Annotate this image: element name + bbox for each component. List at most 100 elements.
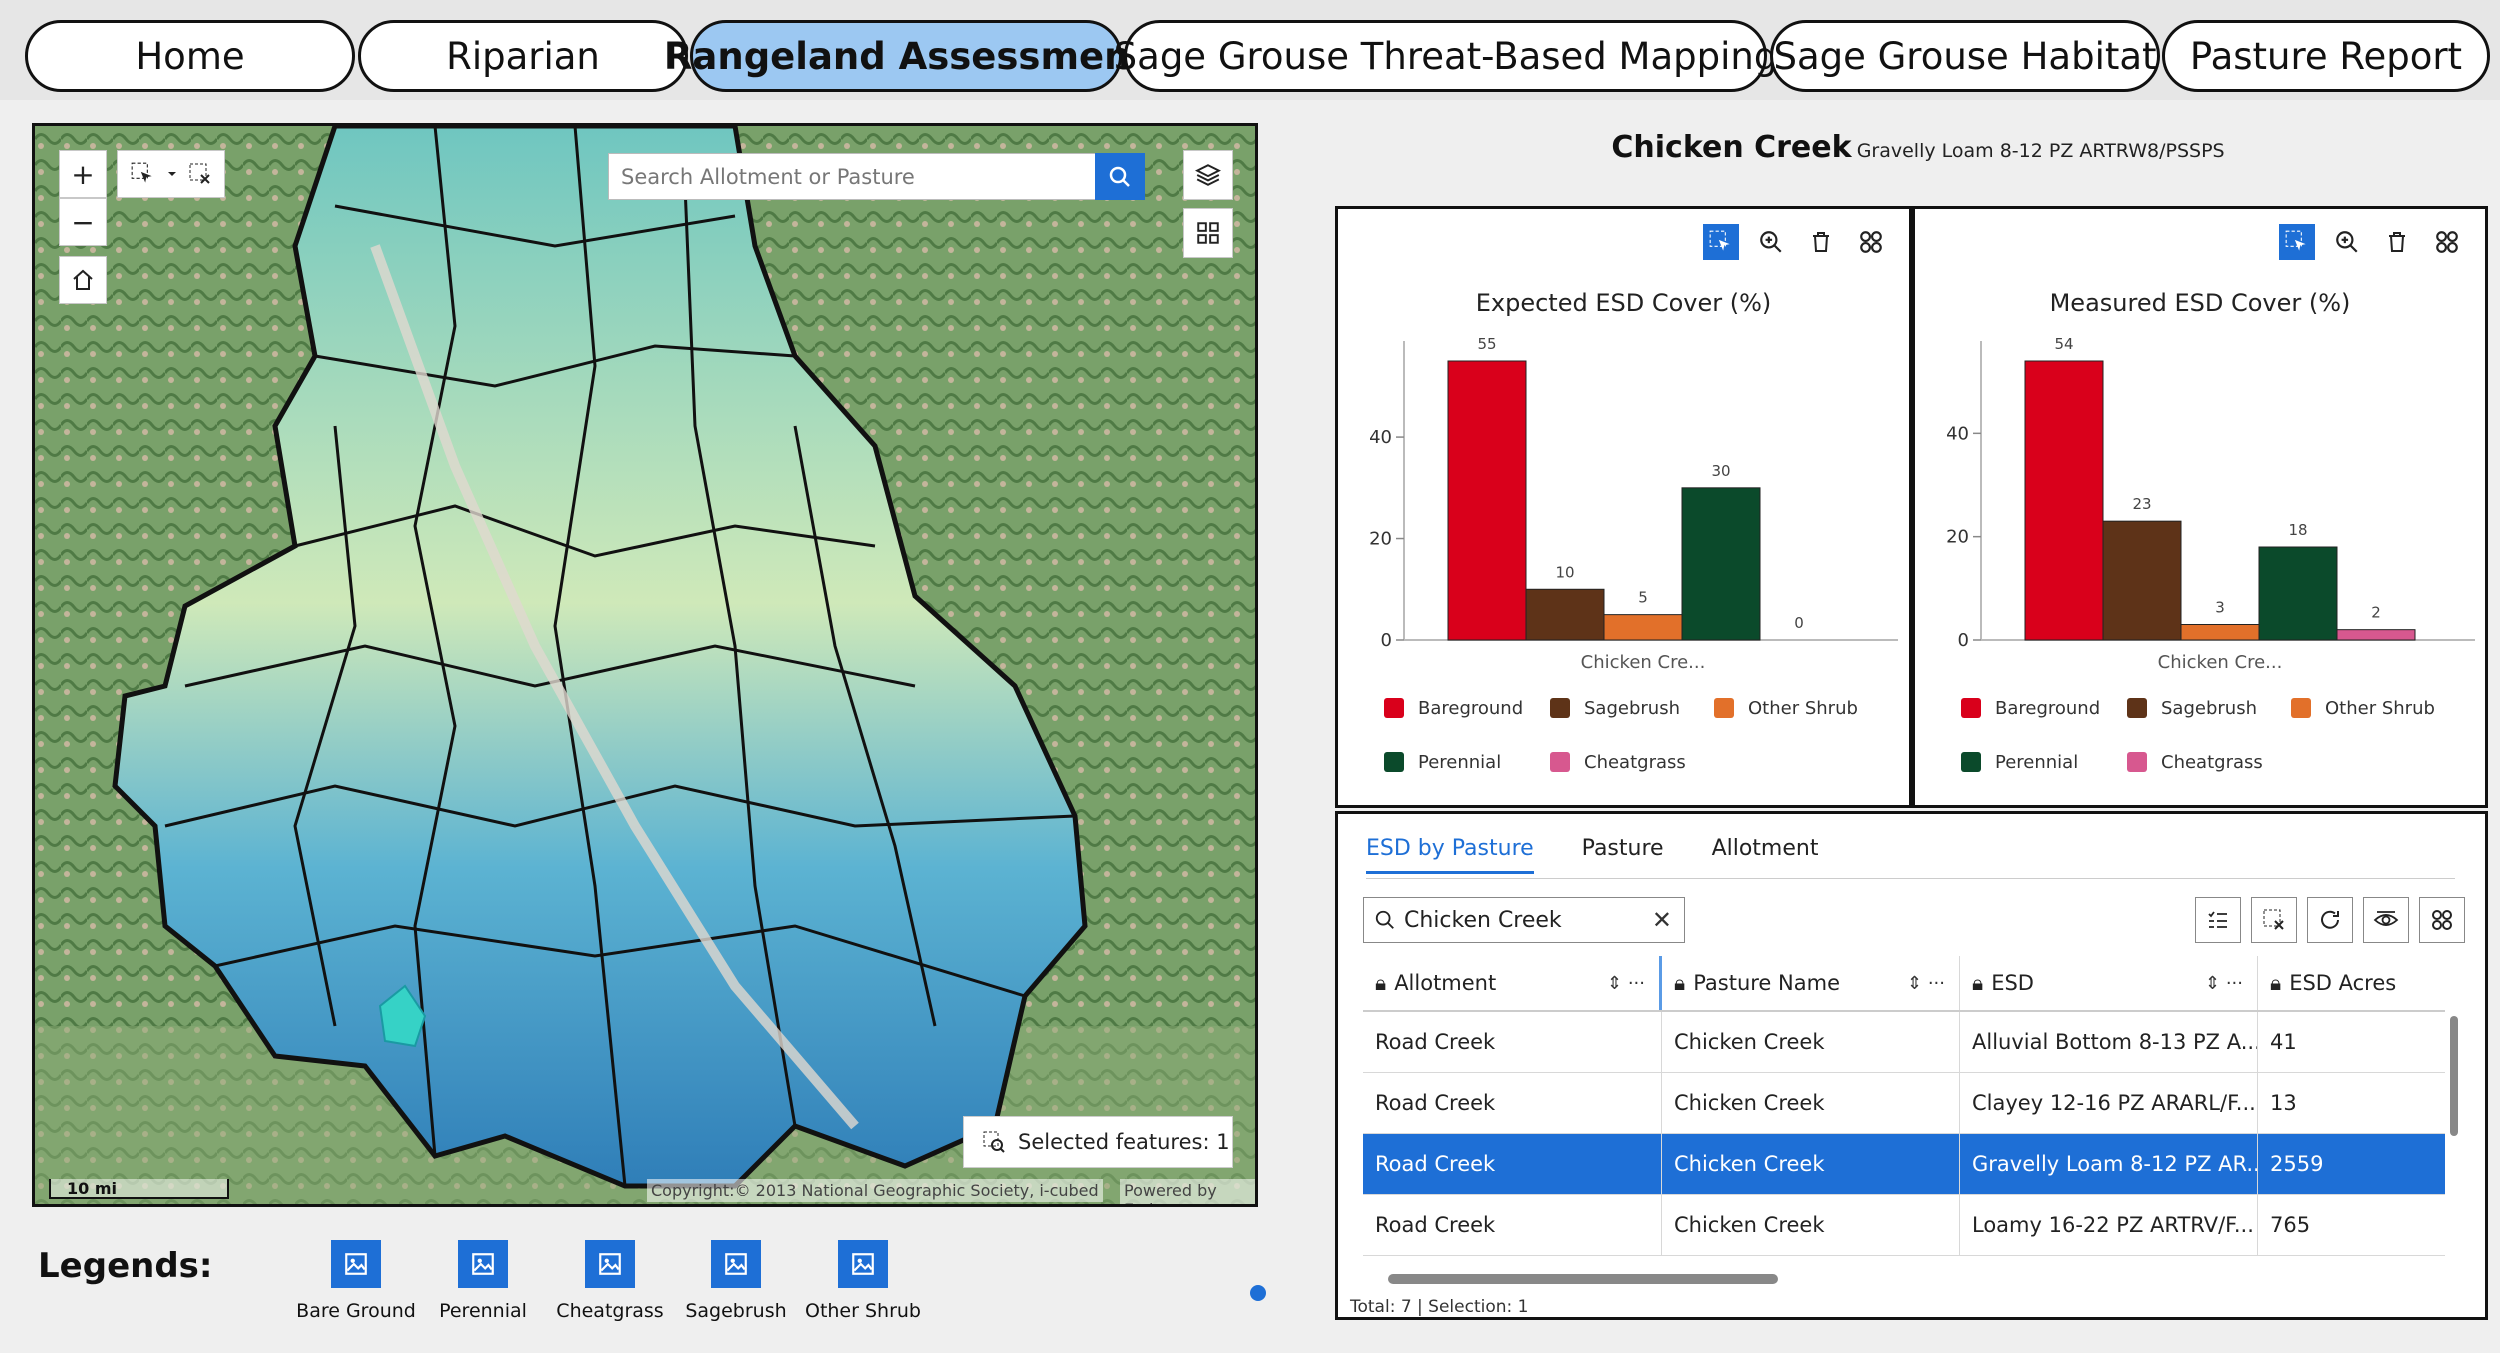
- expected-esd-cover-panel: Expected ESD Cover (%) 0 20 40 55 10 5 30 0 Chic…: [1335, 206, 1912, 808]
- column-sort-menu[interactable]: ⇕ ···: [1907, 972, 1945, 994]
- chart-zoom-button[interactable]: [2329, 224, 2365, 260]
- chart-clear-button[interactable]: [2379, 224, 2415, 260]
- chart-select-button[interactable]: [2279, 224, 2315, 260]
- search-icon: [1375, 910, 1394, 929]
- table-cell: Road Creek: [1363, 1195, 1662, 1255]
- table-search-input[interactable]: Chicken Creek ✕: [1363, 897, 1685, 943]
- legend-swatch: [2127, 698, 2147, 718]
- lock-icon: 🔒︎: [2270, 970, 2282, 995]
- column-sort-menu[interactable]: ⇕ ···: [1607, 972, 1645, 994]
- legend-swatch: [1384, 698, 1404, 718]
- lock-icon: 🔒︎: [1674, 970, 1686, 995]
- tab-rangeland-assessment[interactable]: Rangeland Assessment: [664, 20, 1148, 92]
- tab-pasture[interactable]: Pasture: [1581, 836, 1664, 861]
- table-row[interactable]: Road Creek Chicken Creek Loamy 16-22 PZ …: [1363, 1195, 2445, 1256]
- measured-esd-cover-panel: Measured ESD Cover (%) 0 20 40 54 23 3 18 2 Chic…: [1912, 206, 2488, 808]
- tab-esd-by-pasture[interactable]: ESD by Pasture: [1366, 836, 1534, 874]
- tab-sage-grouse-threat-mapping[interactable]: Sage Grouse Threat-Based Mapping: [1114, 20, 1777, 92]
- search-button[interactable]: [1095, 153, 1145, 200]
- top-navigation: Home Riparian Rangeland Assessment Sage …: [0, 0, 2500, 100]
- legend-label: Sagebrush: [1584, 698, 1680, 719]
- chart-zoom-button[interactable]: [1753, 224, 1789, 260]
- y-tick-label: 0: [1958, 630, 1969, 651]
- tab-allotment[interactable]: Allotment: [1711, 836, 1819, 861]
- clear-selection-button[interactable]: [2251, 897, 2297, 943]
- table-row[interactable]: Road Creek Chicken Creek Alluvial Bottom…: [1363, 1012, 2445, 1073]
- legend-bare-ground[interactable]: Bare Ground: [286, 1240, 426, 1322]
- map-copyright: Copyright:© 2013 National Geographic Soc…: [647, 1179, 1103, 1202]
- chart-more-button[interactable]: [2429, 224, 2465, 260]
- image-icon: [585, 1240, 635, 1288]
- data-label: 18: [2288, 521, 2307, 539]
- data-label: 5: [1638, 589, 1648, 607]
- trash-icon: [2389, 232, 2405, 252]
- layers-button[interactable]: [1183, 150, 1233, 200]
- chart-toolbar: [1703, 224, 1889, 260]
- column-sort-menu[interactable]: ⇕ ···: [2205, 972, 2243, 994]
- chart-title: Measured ESD Cover (%): [2049, 289, 2351, 317]
- tab-sage-grouse-habitat[interactable]: Sage Grouse Habitat: [1770, 20, 2160, 92]
- y-tick-label: 0: [1381, 630, 1392, 651]
- chart-more-button[interactable]: [1853, 224, 1889, 260]
- select-tool-button[interactable]: [117, 150, 225, 198]
- scrollbar-thumb[interactable]: [2450, 1016, 2458, 1136]
- table-cell: 765: [2270, 1213, 2311, 1237]
- basemap-gallery-button[interactable]: [1183, 208, 1233, 258]
- show-selection-button[interactable]: [2195, 897, 2241, 943]
- tab-pasture-report[interactable]: Pasture Report: [2162, 20, 2490, 92]
- tab-home[interactable]: Home: [25, 20, 355, 92]
- map-view[interactable]: + − Search Allotment or Pasture Selected…: [32, 123, 1258, 1207]
- clear-search-icon[interactable]: ✕: [1651, 906, 1672, 934]
- zoom-out-button[interactable]: −: [59, 198, 107, 246]
- show-hide-columns-button[interactable]: [2363, 897, 2409, 943]
- column-header-pasture-name[interactable]: 🔒︎ Pasture Name ⇕ ···: [1662, 956, 1960, 1010]
- bar-perennial: [1681, 487, 1761, 641]
- zoom-in-button[interactable]: +: [59, 150, 107, 198]
- legend-cheatgrass[interactable]: Cheatgrass: [540, 1240, 680, 1322]
- chart-select-button[interactable]: [1703, 224, 1739, 260]
- table-more-button[interactable]: [2419, 897, 2465, 943]
- column-header-esd-acres[interactable]: 🔒︎ ESD Acres: [2258, 956, 2445, 1010]
- refresh-icon: [2321, 910, 2339, 929]
- table-vertical-scrollbar[interactable]: [2447, 956, 2461, 1286]
- column-header-esd[interactable]: 🔒︎ ESD ⇕ ···: [1960, 956, 2258, 1010]
- page-indicator-dot[interactable]: [1250, 1285, 1266, 1301]
- data-label: 23: [2132, 495, 2151, 513]
- legend-sagebrush[interactable]: Sagebrush: [666, 1240, 806, 1322]
- table-cell: Road Creek: [1363, 1134, 1662, 1194]
- bar-sagebrush: [1525, 588, 1605, 641]
- trash-icon: [1813, 232, 1829, 252]
- home-button[interactable]: [59, 256, 107, 304]
- tab-riparian[interactable]: Riparian: [358, 20, 688, 92]
- legend-perennial[interactable]: Perennial: [413, 1240, 553, 1322]
- legend-label: Perennial: [1418, 752, 1501, 773]
- refresh-button[interactable]: [2307, 897, 2353, 943]
- bar-bareground: [1447, 360, 1527, 641]
- x-tick-label: Chicken Cre...: [2158, 652, 2283, 673]
- chart-title: Expected ESD Cover (%): [1475, 289, 1772, 317]
- column-header-label: Allotment: [1394, 971, 1497, 995]
- allotment-search-input[interactable]: Search Allotment or Pasture: [608, 153, 1102, 200]
- table-cell: Loamy 16-22 PZ ARTRV/F...: [1960, 1195, 2258, 1255]
- measured-cover-bar-chart: 0 20 40 54 23 3 18 2 Chicken Cre... Bareground Sag…: [1946, 335, 2475, 773]
- legend-other-shrub[interactable]: Other Shrub: [793, 1240, 933, 1322]
- table-row-selected[interactable]: Road Creek Chicken Creek Gravelly Loam 8…: [1363, 1134, 2445, 1195]
- y-tick-label: 40: [1369, 427, 1392, 448]
- legend-swatch: [1961, 698, 1981, 718]
- chart-clear-button[interactable]: [1803, 224, 1839, 260]
- y-tick-label: 20: [1946, 527, 1969, 548]
- table-search-value: Chicken Creek: [1404, 907, 1562, 933]
- table-horizontal-scrollbar[interactable]: [1388, 1274, 1778, 1284]
- legend-label: Cheatgrass: [2161, 752, 2263, 773]
- selected-features-button[interactable]: Selected features: 1: [963, 1116, 1233, 1168]
- table-cell: 13: [2270, 1091, 2297, 1115]
- column-header-label: ESD: [1991, 971, 2034, 995]
- bar-perennial: [2258, 546, 2338, 641]
- clear-selection-icon: [2263, 909, 2284, 930]
- column-header-allotment[interactable]: 🔒︎ Allotment ⇕ ···: [1363, 956, 1662, 1010]
- column-header-label: ESD Acres: [2289, 971, 2397, 995]
- lock-icon: 🔒︎: [1972, 970, 1984, 995]
- table-cell: 2559: [2270, 1152, 2324, 1176]
- powered-by-esri[interactable]: Powered by Esri: [1120, 1179, 1255, 1204]
- table-row[interactable]: Road Creek Chicken Creek Clayey 12-16 PZ…: [1363, 1073, 2445, 1134]
